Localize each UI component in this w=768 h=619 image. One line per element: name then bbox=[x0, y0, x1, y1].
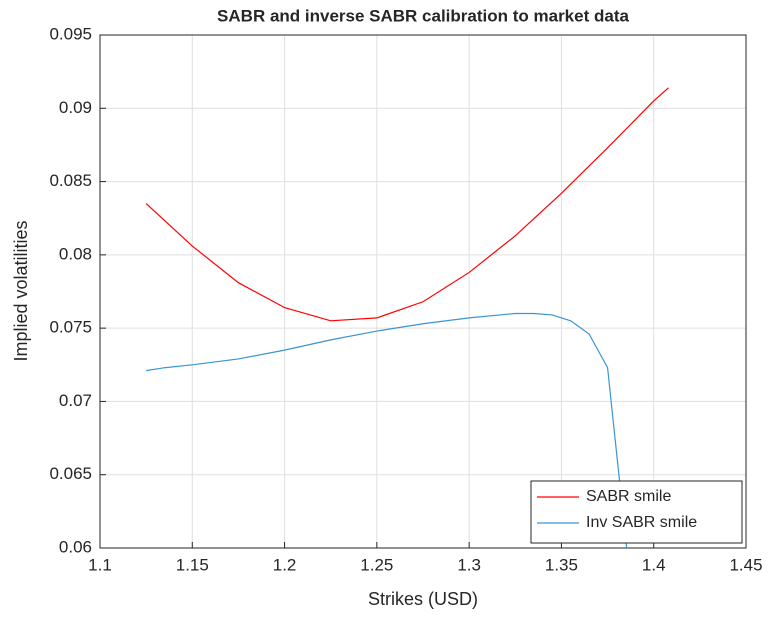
y-tick-label: 0.07 bbox=[59, 391, 92, 410]
y-axis-label: Implied volatilities bbox=[11, 220, 31, 361]
x-tick-label: 1.35 bbox=[545, 555, 578, 574]
legend-label: Inv SABR smile bbox=[586, 514, 697, 531]
x-tick-label: 1.25 bbox=[360, 555, 393, 574]
plot-frame bbox=[99, 34, 747, 549]
x-tick-label: 1.45 bbox=[729, 555, 762, 574]
y-tick-label: 0.08 bbox=[59, 244, 92, 263]
series-line bbox=[146, 312, 628, 548]
x-tick-label: 1.1 bbox=[88, 555, 112, 574]
y-tick-label: 0.06 bbox=[59, 537, 92, 556]
y-tick-label: 0.095 bbox=[49, 24, 92, 43]
x-tick-label: 1.2 bbox=[273, 555, 297, 574]
x-tick-label: 1.4 bbox=[642, 555, 666, 574]
y-tick-label: 0.065 bbox=[49, 464, 92, 483]
chart-title: SABR and inverse SABR calibration to mar… bbox=[217, 6, 629, 25]
legend-box bbox=[530, 480, 743, 544]
x-tick-label: 1.3 bbox=[457, 555, 481, 574]
series-line bbox=[145, 87, 669, 322]
y-tick-label: 0.09 bbox=[59, 98, 92, 117]
x-axis-label: Strikes (USD) bbox=[368, 589, 478, 609]
y-tick-label: 0.085 bbox=[49, 171, 92, 190]
y-tick-label: 0.075 bbox=[49, 318, 92, 337]
x-tick-label: 1.15 bbox=[176, 555, 209, 574]
legend-label: SABR smile bbox=[586, 488, 671, 505]
